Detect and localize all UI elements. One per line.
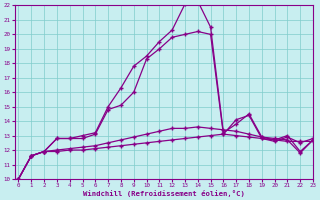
X-axis label: Windchill (Refroidissement éolien,°C): Windchill (Refroidissement éolien,°C) xyxy=(83,190,245,197)
